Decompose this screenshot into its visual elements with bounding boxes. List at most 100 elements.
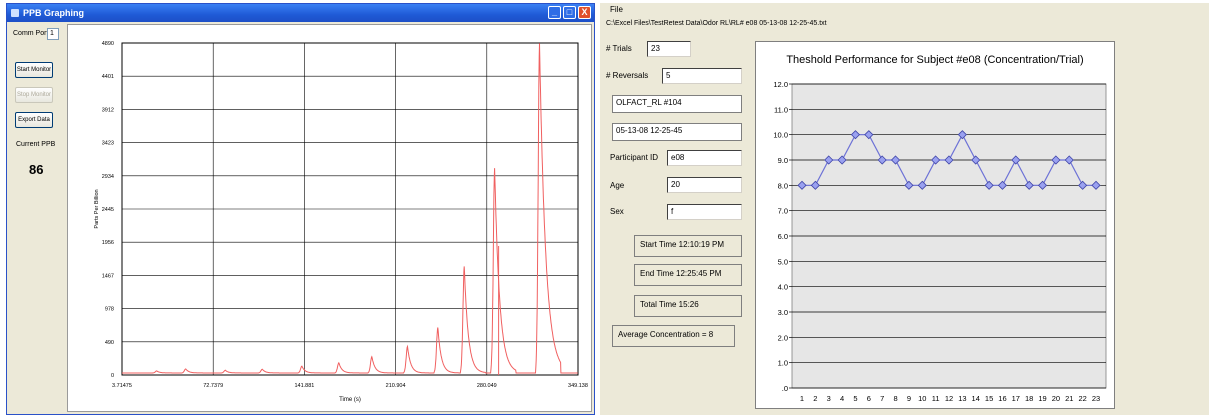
x-tick-label: 14 [972,394,980,403]
test-datetime-field: 05-13-08 12-25-45 [612,123,742,141]
reversals-field[interactable]: 5 [662,68,742,84]
y-tick-label: 3423 [102,141,114,147]
y-tick-label: 490 [105,340,114,346]
data-point-marker [1078,180,1088,190]
current-ppb-value: 86 [29,162,44,177]
maximize-button[interactable]: □ [563,6,576,19]
x-tick-label: 18 [1025,394,1033,403]
data-point-marker [1011,155,1021,165]
reversals-label: # Reversals [606,71,649,80]
threshold-chart-panel: Theshold Performance for Subject #e08 (C… [755,41,1115,409]
x-tick-label: 10 [918,394,926,403]
y-tick-label: 4401 [102,74,114,80]
current-ppb-label: Current PPB [16,141,56,148]
data-point-marker [1037,180,1048,190]
x-tick-label: 3 [827,394,831,403]
data-point-marker [797,180,807,190]
data-point-marker [917,180,927,190]
y-tick-label: 8.0 [778,181,788,190]
y-tick-label: 1956 [102,240,114,246]
y-tick-label: 10.0 [773,131,788,140]
data-point-marker [1091,180,1101,190]
x-tick-label: 20 [1052,394,1060,403]
data-point-marker [1064,155,1074,165]
y-tick-label: 2934 [102,174,114,180]
data-point-marker [837,155,847,165]
age-label: Age [610,181,625,190]
minimize-button[interactable]: _ [548,6,561,19]
data-point-marker [810,180,820,190]
trials-field[interactable]: 23 [647,41,691,57]
y-tick-label: 12.0 [773,80,788,89]
window-title: PPB Graphing [23,8,85,18]
average-concentration-panel: Average Concentration = 8 [612,325,735,347]
participant-id-label: Participant ID [610,153,659,162]
y-tick-label: 11.0 [774,105,788,114]
x-tick-label: 11 [932,394,940,403]
data-point-marker [997,180,1008,190]
data-point-marker [864,130,874,140]
x-tick-label: 7 [880,394,884,403]
ppb-plot-panel: 0 490 978 1467 1956 2445 2934 3423 3912 4401 4890 3… [67,24,592,412]
start-monitor-button[interactable]: Start Monitor [15,62,53,78]
x-tick-label: 19 [1038,394,1046,403]
y-axis-label: Parts Per Billion [94,189,100,228]
title-bar[interactable]: PPB Graphing _ □ X [7,4,594,22]
x-tick-label: 21 [1065,394,1073,403]
ppb-graphing-window: PPB Graphing _ □ X Comm Port 1 Start Mon… [6,3,595,415]
x-tick-label: 3.71475 [112,383,132,389]
y-tick-label: 4.0 [778,283,788,292]
export-data-button[interactable]: Export Data [15,112,53,128]
app-icon [11,9,19,17]
participant-id-field[interactable]: e08 [667,150,742,166]
x-tick-label: 12 [945,394,953,403]
data-point-marker [931,155,941,165]
trials-label: # Trials [606,44,632,53]
stop-monitor-button[interactable]: Stop Monitor [15,87,53,103]
x-tick-label: 15 [985,394,993,403]
data-point-marker [944,155,954,165]
threshold-chart-title: Theshold Performance for Subject #e08 (C… [786,54,1084,66]
age-field[interactable]: 20 [667,177,742,193]
total-time-panel: Total Time 15:26 [634,295,742,317]
start-time-panel: Start Time 12:10:19 PM [634,235,742,257]
y-tick-label: 978 [105,307,114,313]
x-tick-label: 6 [867,394,871,403]
close-button[interactable]: X [578,6,591,19]
y-tick-label: 6.0 [778,232,788,241]
com-port-input[interactable]: 1 [47,28,59,40]
y-tick-label: 5.0 [778,257,788,266]
x-tick-label: 280.049 [477,383,497,389]
x-tick-label: 16 [998,394,1006,403]
sex-field[interactable]: f [667,204,742,220]
y-tick-label: 1467 [102,273,114,279]
data-point-marker [1051,155,1061,165]
data-point-marker [850,130,861,140]
end-time-panel: End Time 12:25:45 PM [634,264,742,286]
x-tick-label: 210.904 [386,383,406,389]
com-port-label: Comm Port [13,30,49,37]
x-tick-label: 4 [840,394,844,403]
data-point-marker [890,155,901,165]
x-tick-label: 23 [1092,394,1100,403]
x-tick-label: 22 [1078,394,1086,403]
file-path: C:\Excel Files\TestRetest Data\Odor RL\R… [606,20,827,27]
y-tick-label: 2445 [102,207,114,213]
sex-label: Sex [610,207,624,216]
x-tick-label: 17 [1012,394,1020,403]
x-tick-label: 2 [813,394,817,403]
data-point-marker [957,130,967,140]
x-tick-label: 8 [893,394,897,403]
threshold-chart: 12.0 11.0 10.0 9.0 8.0 7.0 6.0 5.0 4.0 3.0 2.0 1.0.… [773,80,1107,403]
ppb-series-line [122,43,578,374]
test-name-field: OLFACT_RL #104 [612,95,742,113]
y-tick-label: 2.0 [778,333,788,342]
data-point-marker [971,155,981,165]
x-axis-label: Time (s) [339,397,361,403]
file-menu[interactable]: File [610,5,623,14]
data-point-marker [1024,180,1034,190]
y-tick-label: 7.0 [778,207,788,216]
data-point-marker [904,180,914,190]
x-tick-label: 9 [907,394,911,403]
x-tick-label: 1 [800,394,804,403]
